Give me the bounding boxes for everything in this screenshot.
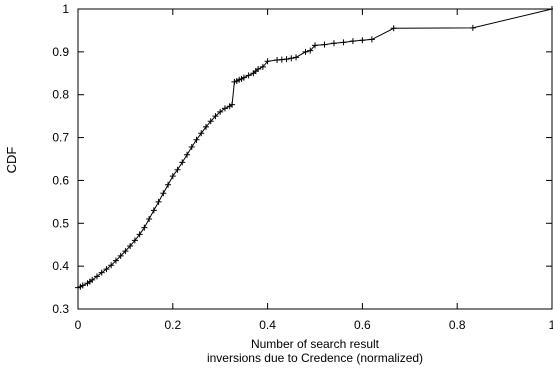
data-point-marker	[108, 262, 115, 269]
plot-frame	[77, 8, 553, 310]
data-point-marker	[312, 42, 318, 49]
data-point-marker	[146, 216, 153, 222]
data-point-marker	[368, 36, 375, 43]
data-point-marker	[127, 243, 134, 249]
data-point-marker	[179, 159, 186, 166]
data-point-marker	[288, 55, 295, 62]
y-tick-label: 0.6	[52, 173, 69, 187]
data-point-marker	[293, 54, 300, 61]
data-point-marker	[330, 40, 337, 47]
x-tick-label: 0.4	[259, 318, 276, 332]
data-point-marker	[264, 58, 271, 65]
x-axis-label-line-2: inversions due to Credence (normalized)	[207, 351, 423, 365]
data-point-marker	[259, 63, 266, 70]
data-series	[75, 6, 553, 291]
data-point-marker	[207, 118, 214, 125]
data-point-marker	[193, 136, 200, 143]
data-point-marker	[359, 37, 366, 44]
data-point-marker	[117, 252, 124, 259]
data-point-marker	[229, 101, 236, 108]
y-axis-label: CDF	[4, 147, 19, 174]
data-point-marker	[160, 190, 167, 197]
data-point-marker	[198, 130, 205, 137]
data-point-marker	[469, 24, 476, 31]
y-tick-label: 0.9	[52, 45, 69, 59]
data-point-marker	[131, 237, 138, 244]
data-point-marker	[202, 123, 209, 130]
data-point-marker	[112, 257, 119, 264]
data-point-marker	[93, 273, 100, 280]
x-tick-label: 0.2	[164, 318, 181, 332]
data-point-marker	[349, 38, 356, 45]
data-point-marker	[221, 105, 228, 112]
data-point-marker	[79, 282, 86, 289]
data-point-marker	[165, 181, 172, 188]
data-point-marker	[174, 166, 181, 173]
y-tick-label: 0.7	[52, 131, 69, 145]
data-point-marker	[255, 66, 262, 72]
x-tick-label: 0	[75, 318, 82, 332]
data-point-marker	[184, 151, 191, 158]
data-point-marker	[283, 56, 290, 63]
data-point-marker	[212, 113, 219, 120]
data-point-marker	[245, 72, 252, 79]
x-tick-label: 1	[549, 318, 553, 332]
data-point-marker	[390, 25, 397, 32]
data-point-marker	[549, 6, 553, 12]
data-point-marker	[302, 48, 309, 55]
axis-ticks: 0 0.2 0.4 0.6 0.8 1 0.3 0.4 0.5 0.6 0.7 0.8 0.9 1	[52, 2, 553, 332]
y-tick-label: 0.8	[52, 88, 69, 102]
data-point-marker	[340, 39, 347, 46]
data-point-marker	[89, 276, 96, 283]
data-point-marker	[136, 231, 143, 238]
data-point-marker	[169, 173, 176, 180]
data-point-marker	[240, 74, 247, 81]
y-tick-label: 0.3	[52, 302, 69, 316]
y-tick-label: 1	[62, 2, 69, 16]
data-point-marker	[141, 224, 148, 231]
data-point-marker	[103, 266, 110, 273]
data-point-marker	[122, 248, 129, 255]
y-tick-label: 0.5	[52, 216, 69, 230]
data-point-marker	[150, 207, 157, 214]
data-point-marker	[188, 144, 195, 150]
data-point-marker	[321, 41, 328, 48]
y-tick-label: 0.4	[52, 259, 69, 273]
x-tick-label: 0.8	[449, 318, 466, 332]
cdf-line	[77, 8, 553, 289]
x-axis-label-line-1: Number of search result	[251, 337, 380, 351]
data-point-marker	[217, 108, 224, 115]
data-point-marker	[307, 47, 314, 54]
data-point-marker	[98, 269, 105, 276]
x-tick-label: 0.6	[354, 318, 371, 332]
data-point-marker	[155, 198, 162, 205]
